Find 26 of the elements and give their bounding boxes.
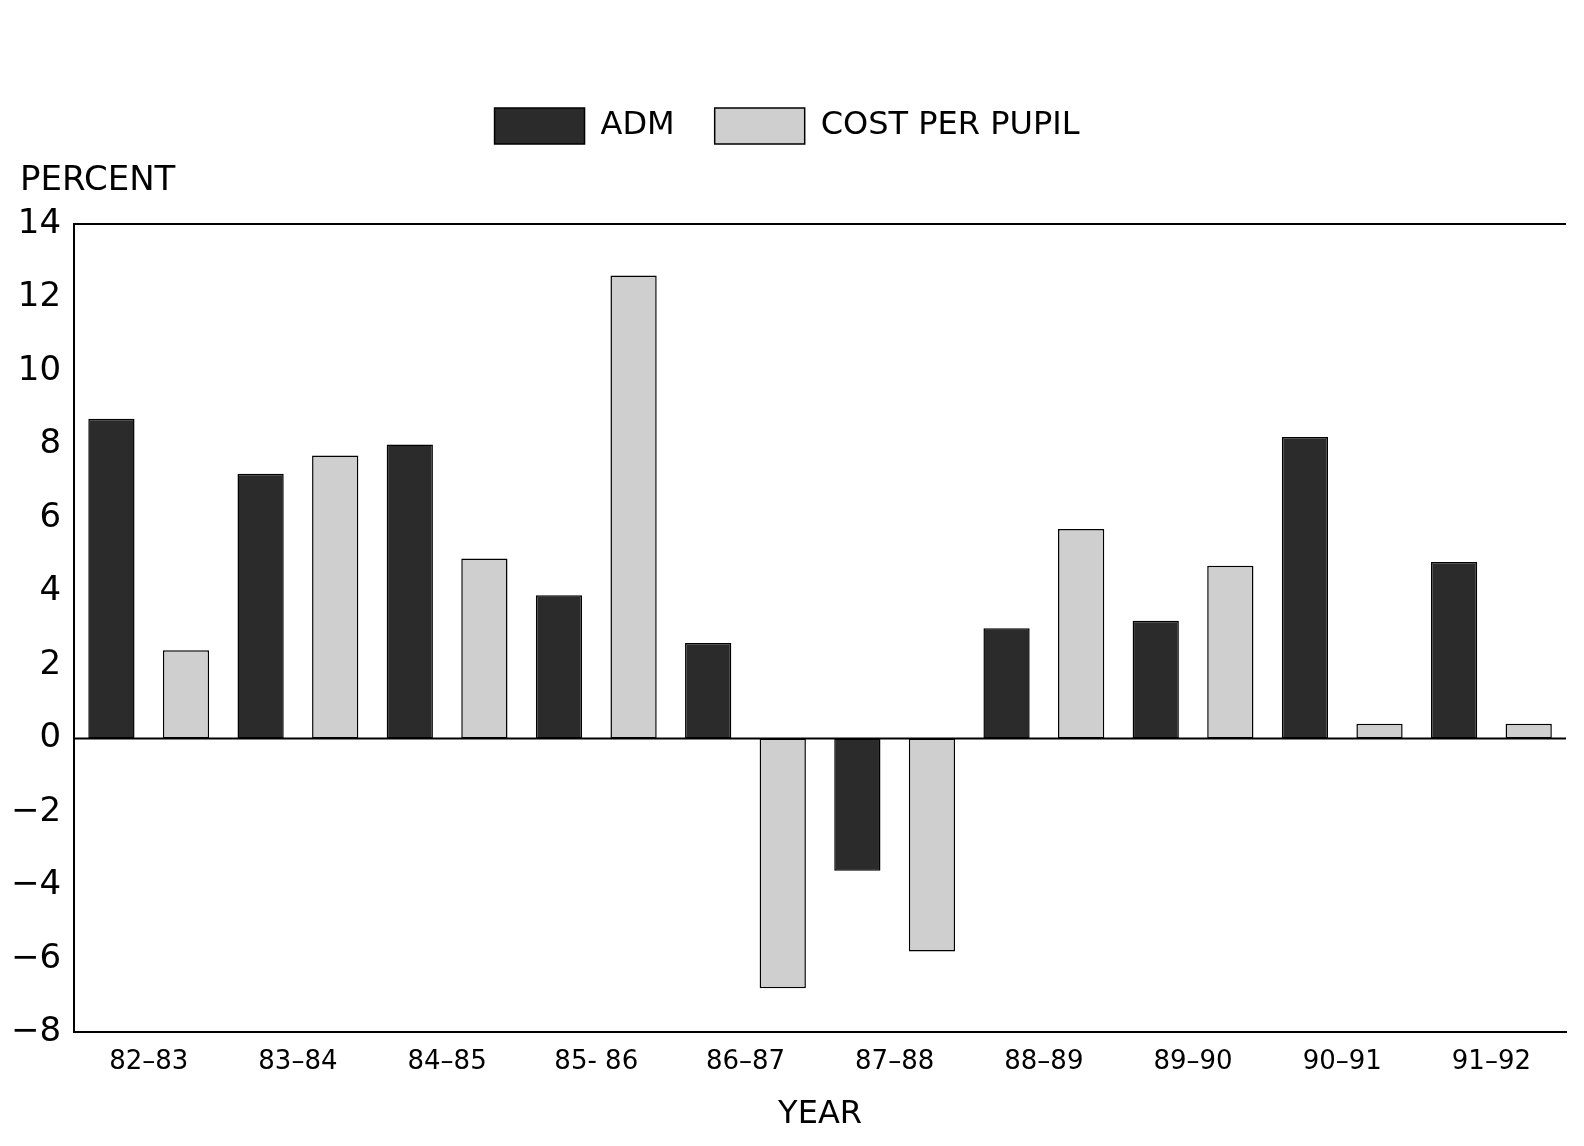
x-tick-label: 84–85 xyxy=(407,1044,487,1075)
y-tick-label: 12 xyxy=(17,274,62,315)
y-tick-label: −4 xyxy=(11,862,62,903)
x-tick-label: 86–87 xyxy=(705,1044,786,1075)
y-tick-label: 0 xyxy=(39,715,62,756)
x-axis-title: YEAR xyxy=(777,1093,863,1132)
x-tick-label: 91–92 xyxy=(1451,1044,1531,1075)
legend-label: COST PER PUPIL xyxy=(820,104,1080,143)
y-tick-label: 4 xyxy=(39,568,62,609)
x-tick-label: 85- 86 xyxy=(554,1044,639,1075)
x-tick-label: 88–89 xyxy=(1004,1044,1084,1075)
x-tick-label: 83–84 xyxy=(258,1044,338,1075)
y-tick-label: 10 xyxy=(17,347,62,388)
y-tick-label: 6 xyxy=(39,494,62,535)
legend-label: ADM xyxy=(600,104,675,143)
x-tick-label: 82–83 xyxy=(109,1044,189,1075)
x-tick-label: 89–90 xyxy=(1153,1044,1233,1075)
y-tick-label: 14 xyxy=(17,200,62,241)
y-tick-label: −8 xyxy=(11,1009,62,1050)
y-tick-label: −6 xyxy=(11,935,62,976)
y-tick-label: 8 xyxy=(39,421,62,462)
y-tick-label: 2 xyxy=(39,641,62,682)
y-axis-title: PERCENT xyxy=(20,158,176,198)
x-tick-label: 87–88 xyxy=(855,1044,935,1075)
x-tick-label: 90–91 xyxy=(1302,1044,1382,1075)
y-tick-label: −2 xyxy=(11,788,62,829)
